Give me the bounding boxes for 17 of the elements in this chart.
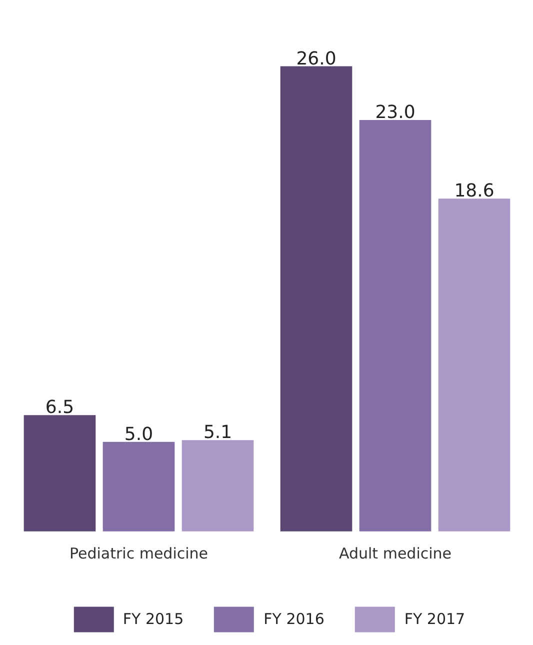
legend-label: FY 2015 — [122, 609, 184, 630]
data-label: 26.0 — [296, 48, 336, 70]
bar — [24, 415, 96, 532]
x-tick-label: Pediatric medicine — [69, 544, 208, 562]
bar — [359, 120, 432, 532]
data-label: 5.1 — [203, 422, 232, 444]
legend-label: FY 2017 — [404, 609, 466, 630]
legend-label: FY 2016 — [264, 609, 324, 630]
bar — [182, 440, 254, 532]
data-label: 6.5 — [45, 397, 74, 418]
data-label: 18.6 — [454, 180, 494, 202]
bar — [102, 442, 175, 532]
data-label: 5.0 — [124, 424, 154, 445]
x-tick-label: Adult medicine — [338, 544, 452, 562]
data-label: 23.0 — [375, 102, 416, 123]
bar — [438, 198, 510, 532]
bar — [280, 66, 352, 532]
